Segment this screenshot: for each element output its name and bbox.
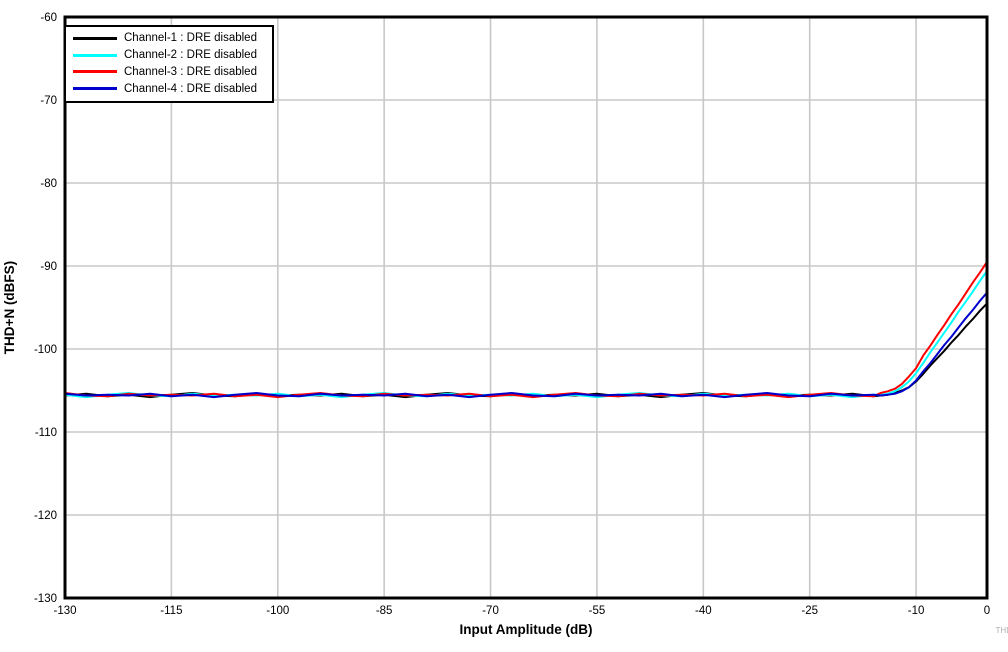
legend-item-label: Channel-4 : DRE disabled (124, 82, 257, 95)
y-axis-title: THD+N (dBFS) (2, 261, 17, 354)
series-line-channel-4 (64, 291, 988, 399)
x-tick-label: -130 (53, 605, 76, 617)
y-tick-label: -70 (40, 95, 57, 107)
y-tick-label: -130 (34, 593, 57, 605)
y-tick-label: -120 (34, 510, 57, 522)
gridlines (65, 17, 987, 598)
legend-item-label: Channel-3 : DRE disabled (124, 65, 257, 78)
watermark-text: THD (995, 626, 1008, 635)
x-tick-label: -70 (482, 605, 499, 617)
plot-frame (63, 15, 989, 600)
legend-item-channel-1: Channel-1 : DRE disabled (73, 30, 260, 47)
legend-item-channel-4: Channel-4 : DRE disabled (73, 80, 260, 97)
y-tick-label: -100 (34, 344, 57, 356)
legend: Channel-1 : DRE disabled Channel-2 : DRE … (64, 25, 274, 103)
series-line-channel-1 (64, 302, 988, 399)
x-tick-label: -40 (695, 605, 712, 617)
y-tick-label: -80 (40, 178, 57, 190)
y-tick-label: -60 (40, 12, 57, 24)
legend-line-sample (73, 53, 117, 57)
y-tick-label: -110 (35, 427, 57, 439)
x-tick-label: -115 (160, 605, 182, 617)
legend-item-label: Channel-1 : DRE disabled (124, 32, 257, 45)
x-tick-label: -100 (266, 605, 289, 617)
series-line-channel-3 (64, 260, 988, 399)
y-axis-tick-labels: -60 -70 -80 -90 -100 -110 -120 -130 (34, 12, 57, 605)
x-tick-label: -25 (801, 605, 818, 617)
legend-line-sample (73, 36, 117, 40)
y-tick-label: -90 (40, 261, 57, 273)
legend-item-label: Channel-2 : DRE disabled (124, 49, 257, 62)
x-tick-label: -85 (376, 605, 393, 617)
x-axis-tick-labels: -130 -115 -100 -85 -70 -55 -40 -25 -10 0 (53, 605, 990, 617)
series-line-channel-2 (64, 270, 988, 399)
x-axis-title: Input Amplitude (dB) (460, 622, 593, 637)
series-lines (64, 260, 988, 399)
x-tick-label: -10 (908, 605, 925, 617)
x-tick-label: 0 (984, 605, 990, 617)
legend-line-sample (73, 70, 117, 74)
legend-item-channel-3: Channel-3 : DRE disabled (73, 64, 260, 81)
x-tick-label: -55 (589, 605, 606, 617)
legend-line-sample (73, 87, 117, 91)
legend-item-channel-2: Channel-2 : DRE disabled (73, 47, 260, 64)
